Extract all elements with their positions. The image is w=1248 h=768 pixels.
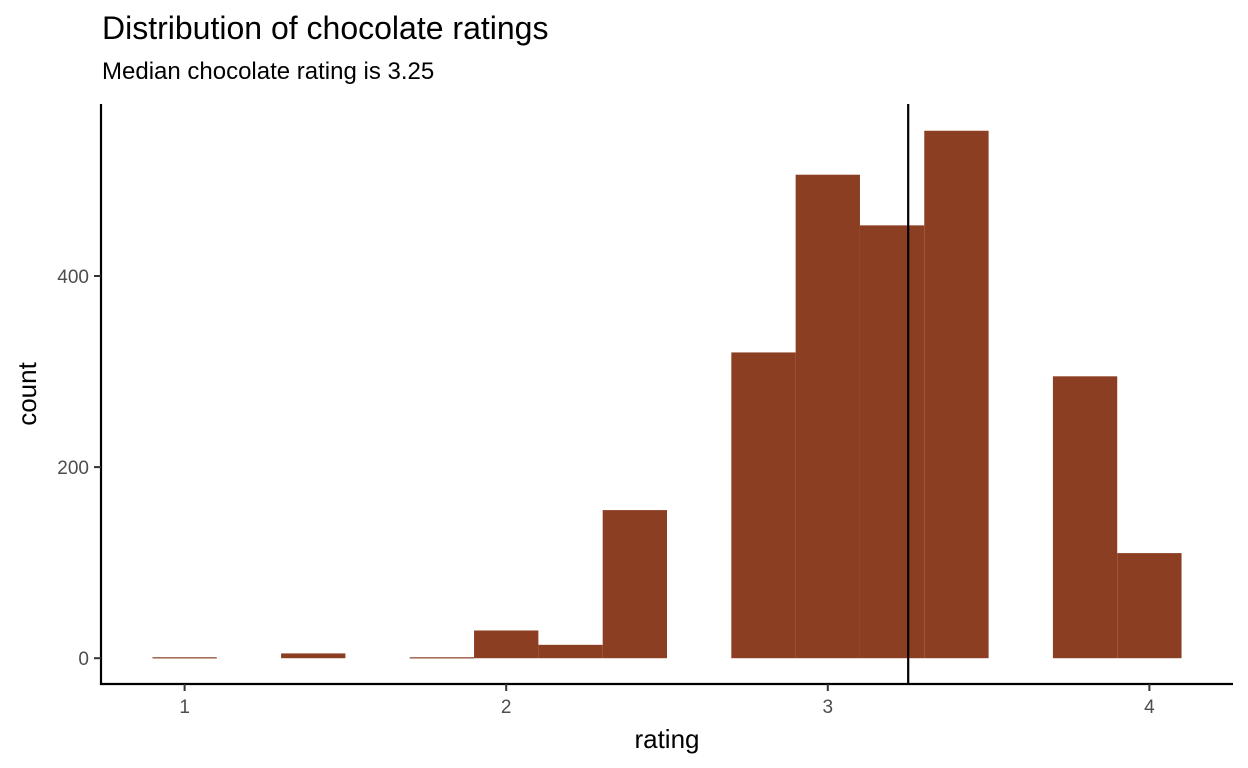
histogram-bar — [152, 657, 217, 659]
histogram-bar — [538, 644, 603, 659]
histogram-bar — [1117, 553, 1182, 659]
histogram-bar — [281, 653, 346, 659]
x-tick-label: 1 — [179, 697, 190, 718]
chart-subtitle: Median chocolate rating is 3.25 — [102, 58, 435, 85]
histogram-bar — [795, 174, 860, 659]
x-axis-title: rating — [634, 724, 699, 754]
chart-title: Distribution of chocolate ratings — [102, 10, 549, 46]
histogram-bar — [1052, 376, 1118, 659]
x-tick-label: 2 — [501, 697, 512, 718]
histogram-bar — [409, 657, 475, 659]
x-tick-label: 3 — [823, 697, 834, 718]
x-axis-ticks: 1 2 3 4 — [179, 684, 1155, 718]
y-tick-label: 0 — [78, 649, 89, 670]
bars-group — [152, 130, 1182, 659]
x-tick-label: 4 — [1144, 697, 1155, 718]
histogram-bar — [924, 130, 989, 659]
histogram-bar — [474, 630, 539, 659]
y-tick-label: 200 — [57, 458, 89, 479]
histogram-bar — [602, 510, 667, 659]
histogram-bar — [731, 352, 796, 659]
y-axis-ticks: 0 200 400 — [57, 267, 101, 670]
y-axis-title: count — [12, 361, 42, 425]
y-tick-label: 400 — [57, 267, 89, 288]
histogram-bar — [859, 225, 925, 659]
